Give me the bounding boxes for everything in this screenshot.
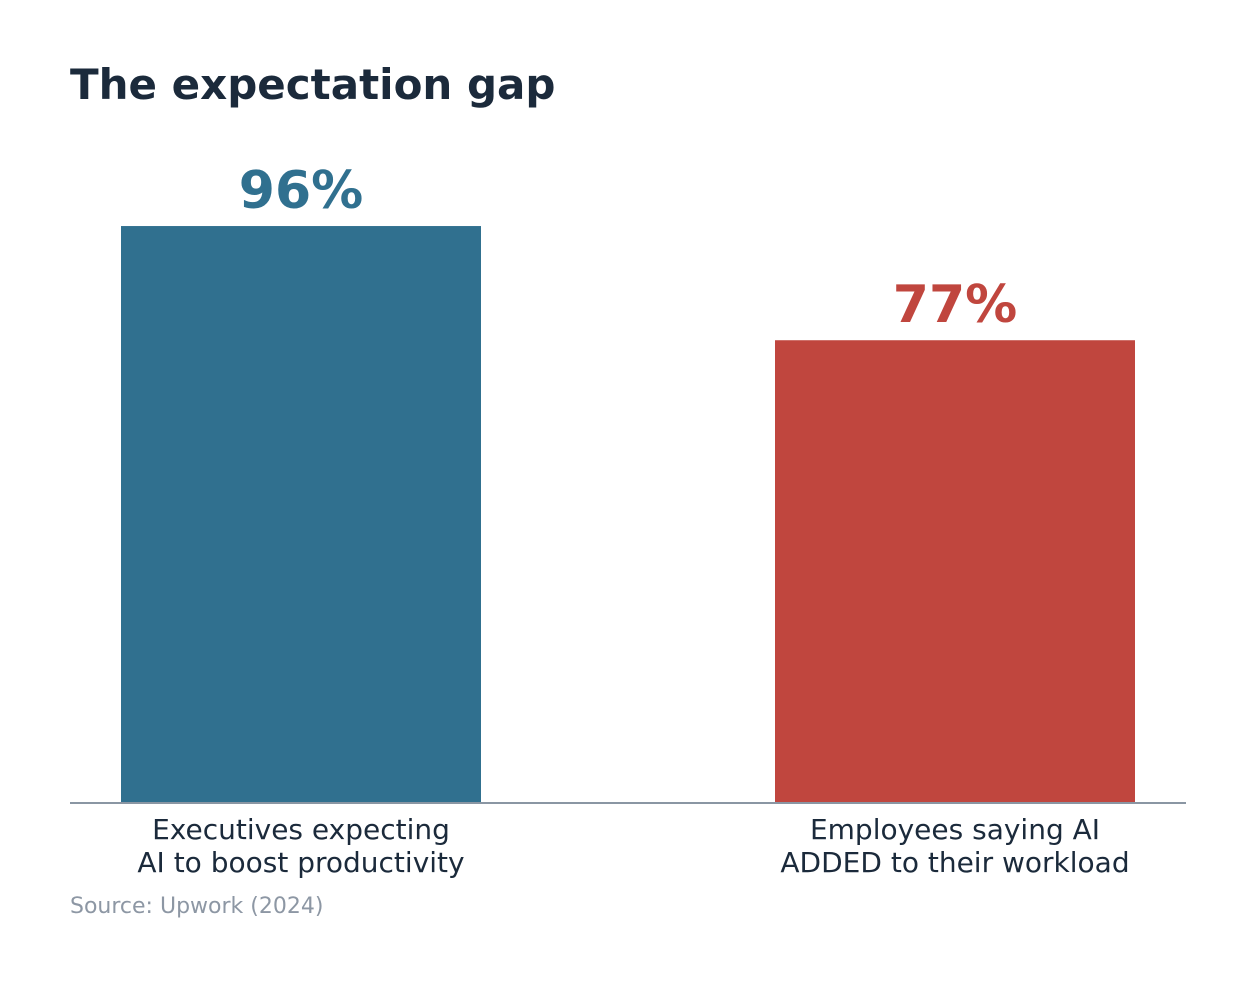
bar-value-label-2: 77% [893, 275, 1017, 335]
category-label-line: AI to boost productivity [137, 846, 464, 879]
bar-2 [775, 340, 1135, 803]
category-label-2: Employees saying AI ADDED to their worklo… [780, 813, 1129, 879]
category-label-1: Executives expecting AI to boost producti… [137, 813, 464, 879]
bar-1 [121, 226, 481, 804]
chart-title: The expectation gap [70, 60, 556, 109]
bar-value-label-1: 96% [239, 161, 363, 221]
category-label-line: Executives expecting [152, 813, 450, 846]
category-label-line: ADDED to their workload [780, 846, 1129, 879]
source-note: Source: Upwork (2024) [70, 894, 324, 919]
category-label-line: Employees saying AI [810, 813, 1100, 846]
category-labels: Executives expecting AI to boost producti… [137, 813, 1129, 879]
bars: 96% 77% [121, 161, 1135, 804]
